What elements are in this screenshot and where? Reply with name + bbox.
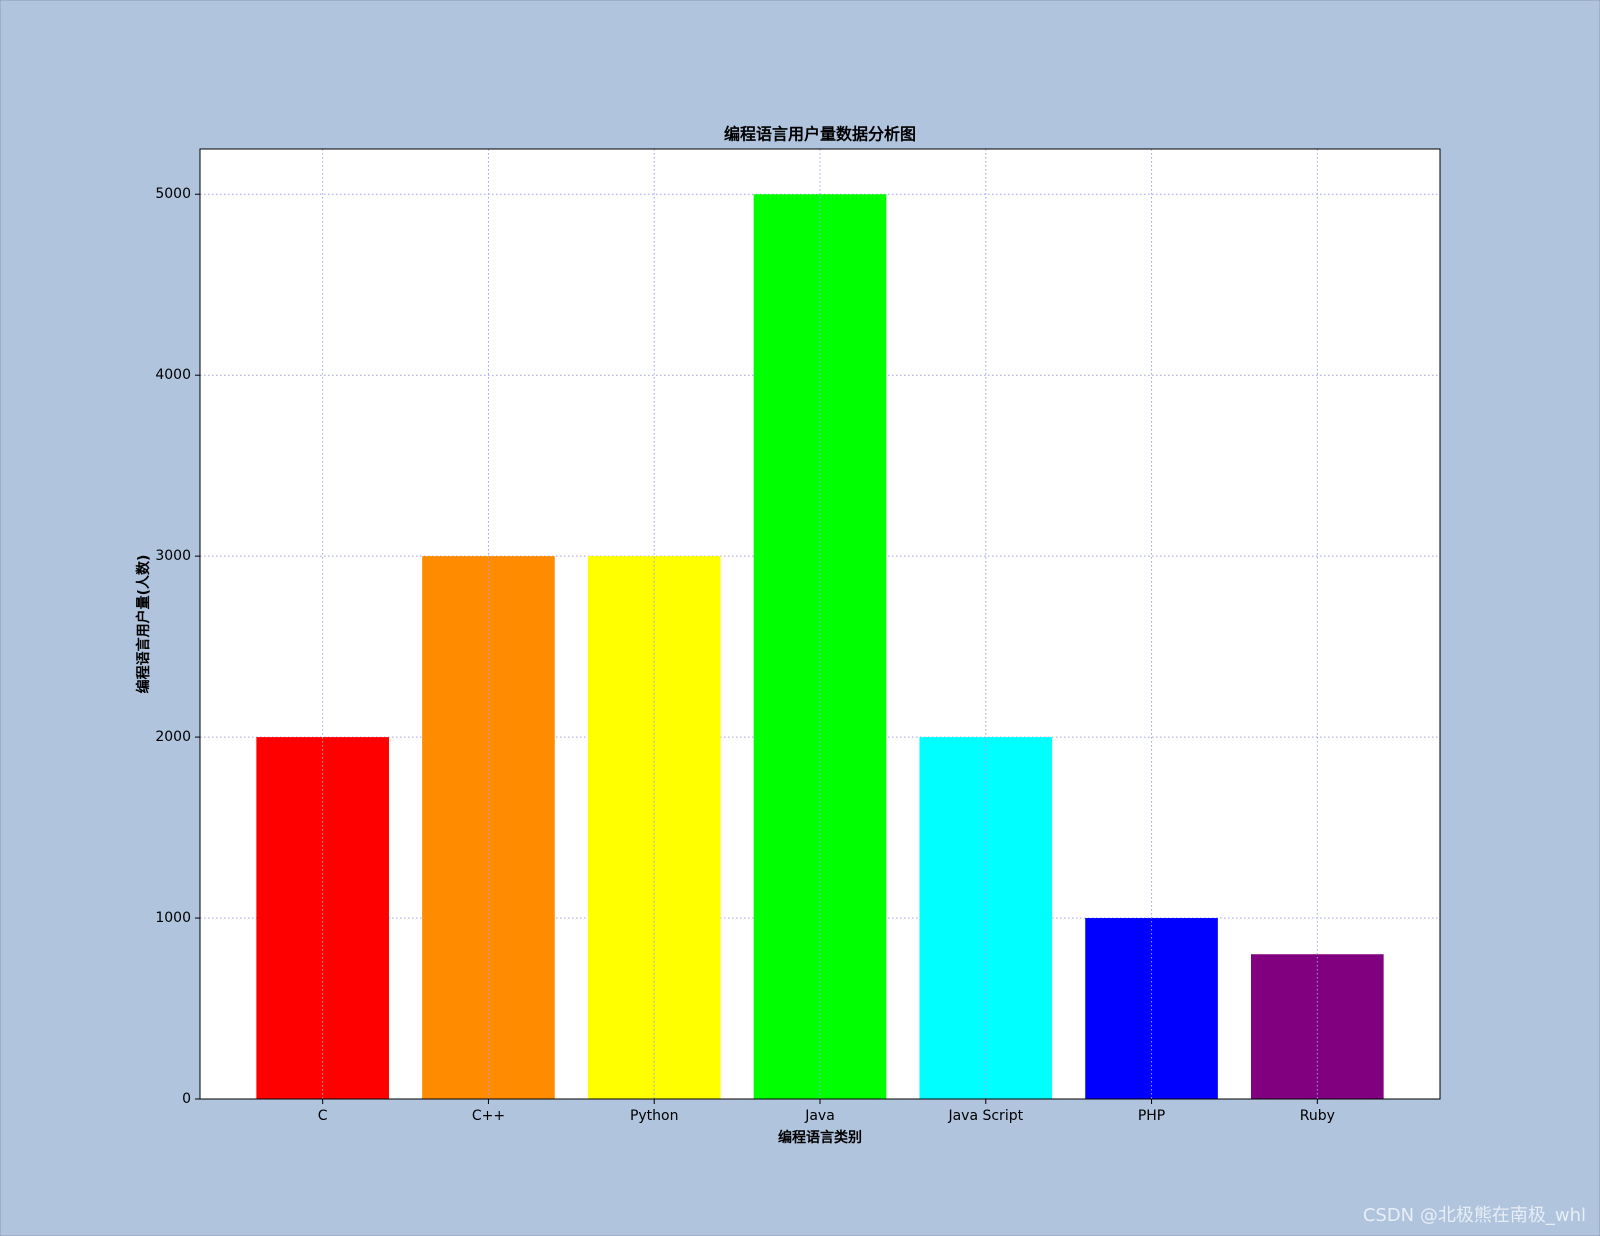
y-tick-label: 3000 [155,548,191,564]
y-axis-label: 编程语言用户量(人数) [135,555,152,694]
y-tick-label: 4000 [155,367,191,383]
watermark: CSDN @北极熊在南极_whl [1363,1205,1586,1226]
x-tick-label: Java Script [947,1108,1023,1124]
y-tick-label: 2000 [155,729,191,745]
x-tick-label: C [318,1108,328,1124]
axes-frame [199,148,1441,1100]
y-tick-label: 0 [182,1091,191,1107]
y-tick-label: 5000 [155,186,191,202]
bar [1085,918,1218,1099]
x-tick-label: PHP [1138,1108,1165,1124]
y-tick-label: 1000 [155,910,191,926]
x-axis-label: 编程语言类别 [778,1129,862,1146]
x-tick-label: Ruby [1300,1108,1335,1124]
x-tick-label: C++ [472,1108,505,1124]
x-tick-label: Java [804,1108,835,1124]
bar [587,556,721,1099]
bar [422,556,555,1099]
x-tick-label: Python [630,1108,679,1124]
chart-title: 编程语言用户量数据分析图 [724,125,916,144]
